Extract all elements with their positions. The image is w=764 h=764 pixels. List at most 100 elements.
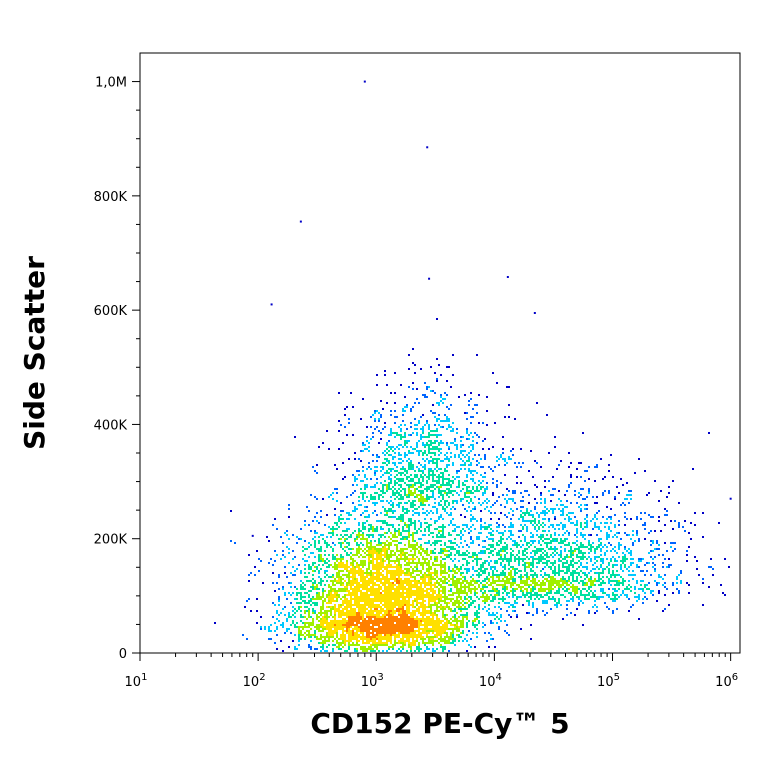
data-point [370,526,372,528]
data-point [324,636,326,638]
data-point [308,510,310,512]
data-point [610,574,612,576]
data-point [282,588,284,590]
data-point [562,576,564,578]
data-point [360,604,362,606]
data-point [500,532,502,534]
data-point [444,536,446,538]
data-point [358,574,360,576]
data-point [536,486,538,488]
data-point [432,632,434,634]
data-point [414,630,416,632]
data-point [558,592,560,594]
data-point [312,624,314,626]
data-point [358,496,360,498]
data-point [406,538,408,540]
data-point [324,610,326,612]
data-point [408,590,410,592]
data-point [416,640,418,642]
data-point [292,622,294,624]
data-point [436,602,438,604]
data-point [294,612,296,614]
data-point [396,626,398,628]
data-point [370,604,372,606]
data-point [330,622,332,624]
data-point [518,462,520,464]
data-point [506,538,508,540]
data-point [388,530,390,532]
data-point [426,642,428,644]
data-point [462,580,464,582]
data-point [436,606,438,608]
data-point [386,512,388,514]
data-point [406,588,408,590]
data-point [442,586,444,588]
data-point [512,490,514,492]
data-point [554,550,556,552]
data-point [406,512,408,514]
data-point [530,574,532,576]
data-point [560,538,562,540]
data-point [532,602,534,604]
data-point [440,562,442,564]
data-point [448,574,450,576]
data-point [450,590,452,592]
data-point [396,596,398,598]
data-point [636,518,638,520]
data-point [416,570,418,572]
data-point [382,594,384,596]
data-point [644,470,646,472]
data-point [450,570,452,572]
data-point [640,580,642,582]
data-point [402,642,404,644]
data-point [464,552,466,554]
data-point [702,578,704,580]
data-point [410,594,412,596]
data-point [418,538,420,540]
data-point [622,590,624,592]
data-point [368,564,370,566]
data-point [370,494,372,496]
data-point [376,574,378,576]
data-point [526,580,528,582]
data-point [434,584,436,586]
data-point [396,586,398,588]
data-point [306,626,308,628]
data-point [400,532,402,534]
data-point [392,618,394,620]
data-point [372,572,374,574]
data-point [390,612,392,614]
data-point [600,530,602,532]
data-point [548,518,550,520]
data-point [338,608,340,610]
data-point [520,510,522,512]
data-point [398,584,400,586]
data-point [412,604,414,606]
data-point [626,482,628,484]
data-point [414,634,416,636]
data-point [404,580,406,582]
data-point [506,592,508,594]
data-point [396,582,398,584]
data-point [574,588,576,590]
data-point [388,528,390,530]
data-point [570,572,572,574]
data-point [432,578,434,580]
data-point [342,582,344,584]
data-point [330,612,332,614]
data-point [348,544,350,546]
data-point [314,636,316,638]
data-point [330,608,332,610]
data-point [404,644,406,646]
data-point [550,540,552,542]
data-point [456,582,458,584]
data-point [356,538,358,540]
data-point [474,606,476,608]
data-point [392,536,394,538]
data-point [584,578,586,580]
data-point [470,520,472,522]
data-point [532,514,534,516]
data-point [384,614,386,616]
data-point [396,546,398,548]
data-point [558,534,560,536]
